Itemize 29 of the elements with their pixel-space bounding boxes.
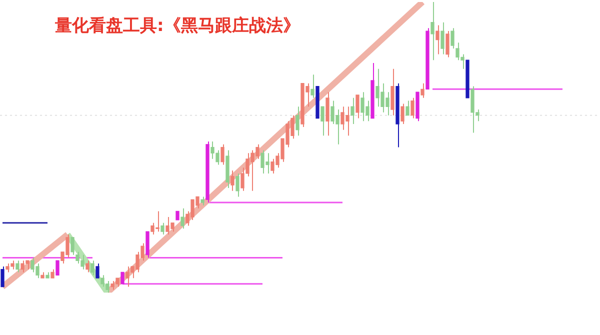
candlestick: [180, 208, 184, 230]
candlestick: [320, 106, 324, 136]
candlestick: [400, 103, 404, 125]
candlestick: [56, 260, 60, 276]
candlestick: [220, 144, 224, 166]
candlestick: [96, 263, 100, 279]
candlestick: [120, 272, 124, 284]
candlestick: [356, 94, 360, 119]
candlestick: [420, 82, 424, 98]
candlestick: [16, 260, 20, 273]
candlestick: [350, 97, 354, 125]
candlestick: [146, 231, 150, 258]
candlestick: [436, 24, 440, 55]
candlestick: [326, 92, 330, 136]
candlestick: [446, 30, 450, 58]
candlestick: [406, 100, 410, 116]
candlestick: [160, 222, 164, 235]
candlestick: [410, 97, 414, 119]
candlestick: [236, 172, 240, 198]
candlestick: [310, 74, 314, 98]
candlestick: [0, 266, 4, 288]
candlestick: [296, 106, 300, 136]
candlestick: [230, 170, 234, 192]
candlestick: [440, 22, 444, 55]
candlestick: [390, 68, 394, 116]
candlestick: [90, 260, 94, 276]
candlestick: [86, 260, 90, 273]
candlestick: [430, 2, 434, 61]
text: 量化看盘工具:《黑马跟庄战法》: [55, 15, 300, 37]
